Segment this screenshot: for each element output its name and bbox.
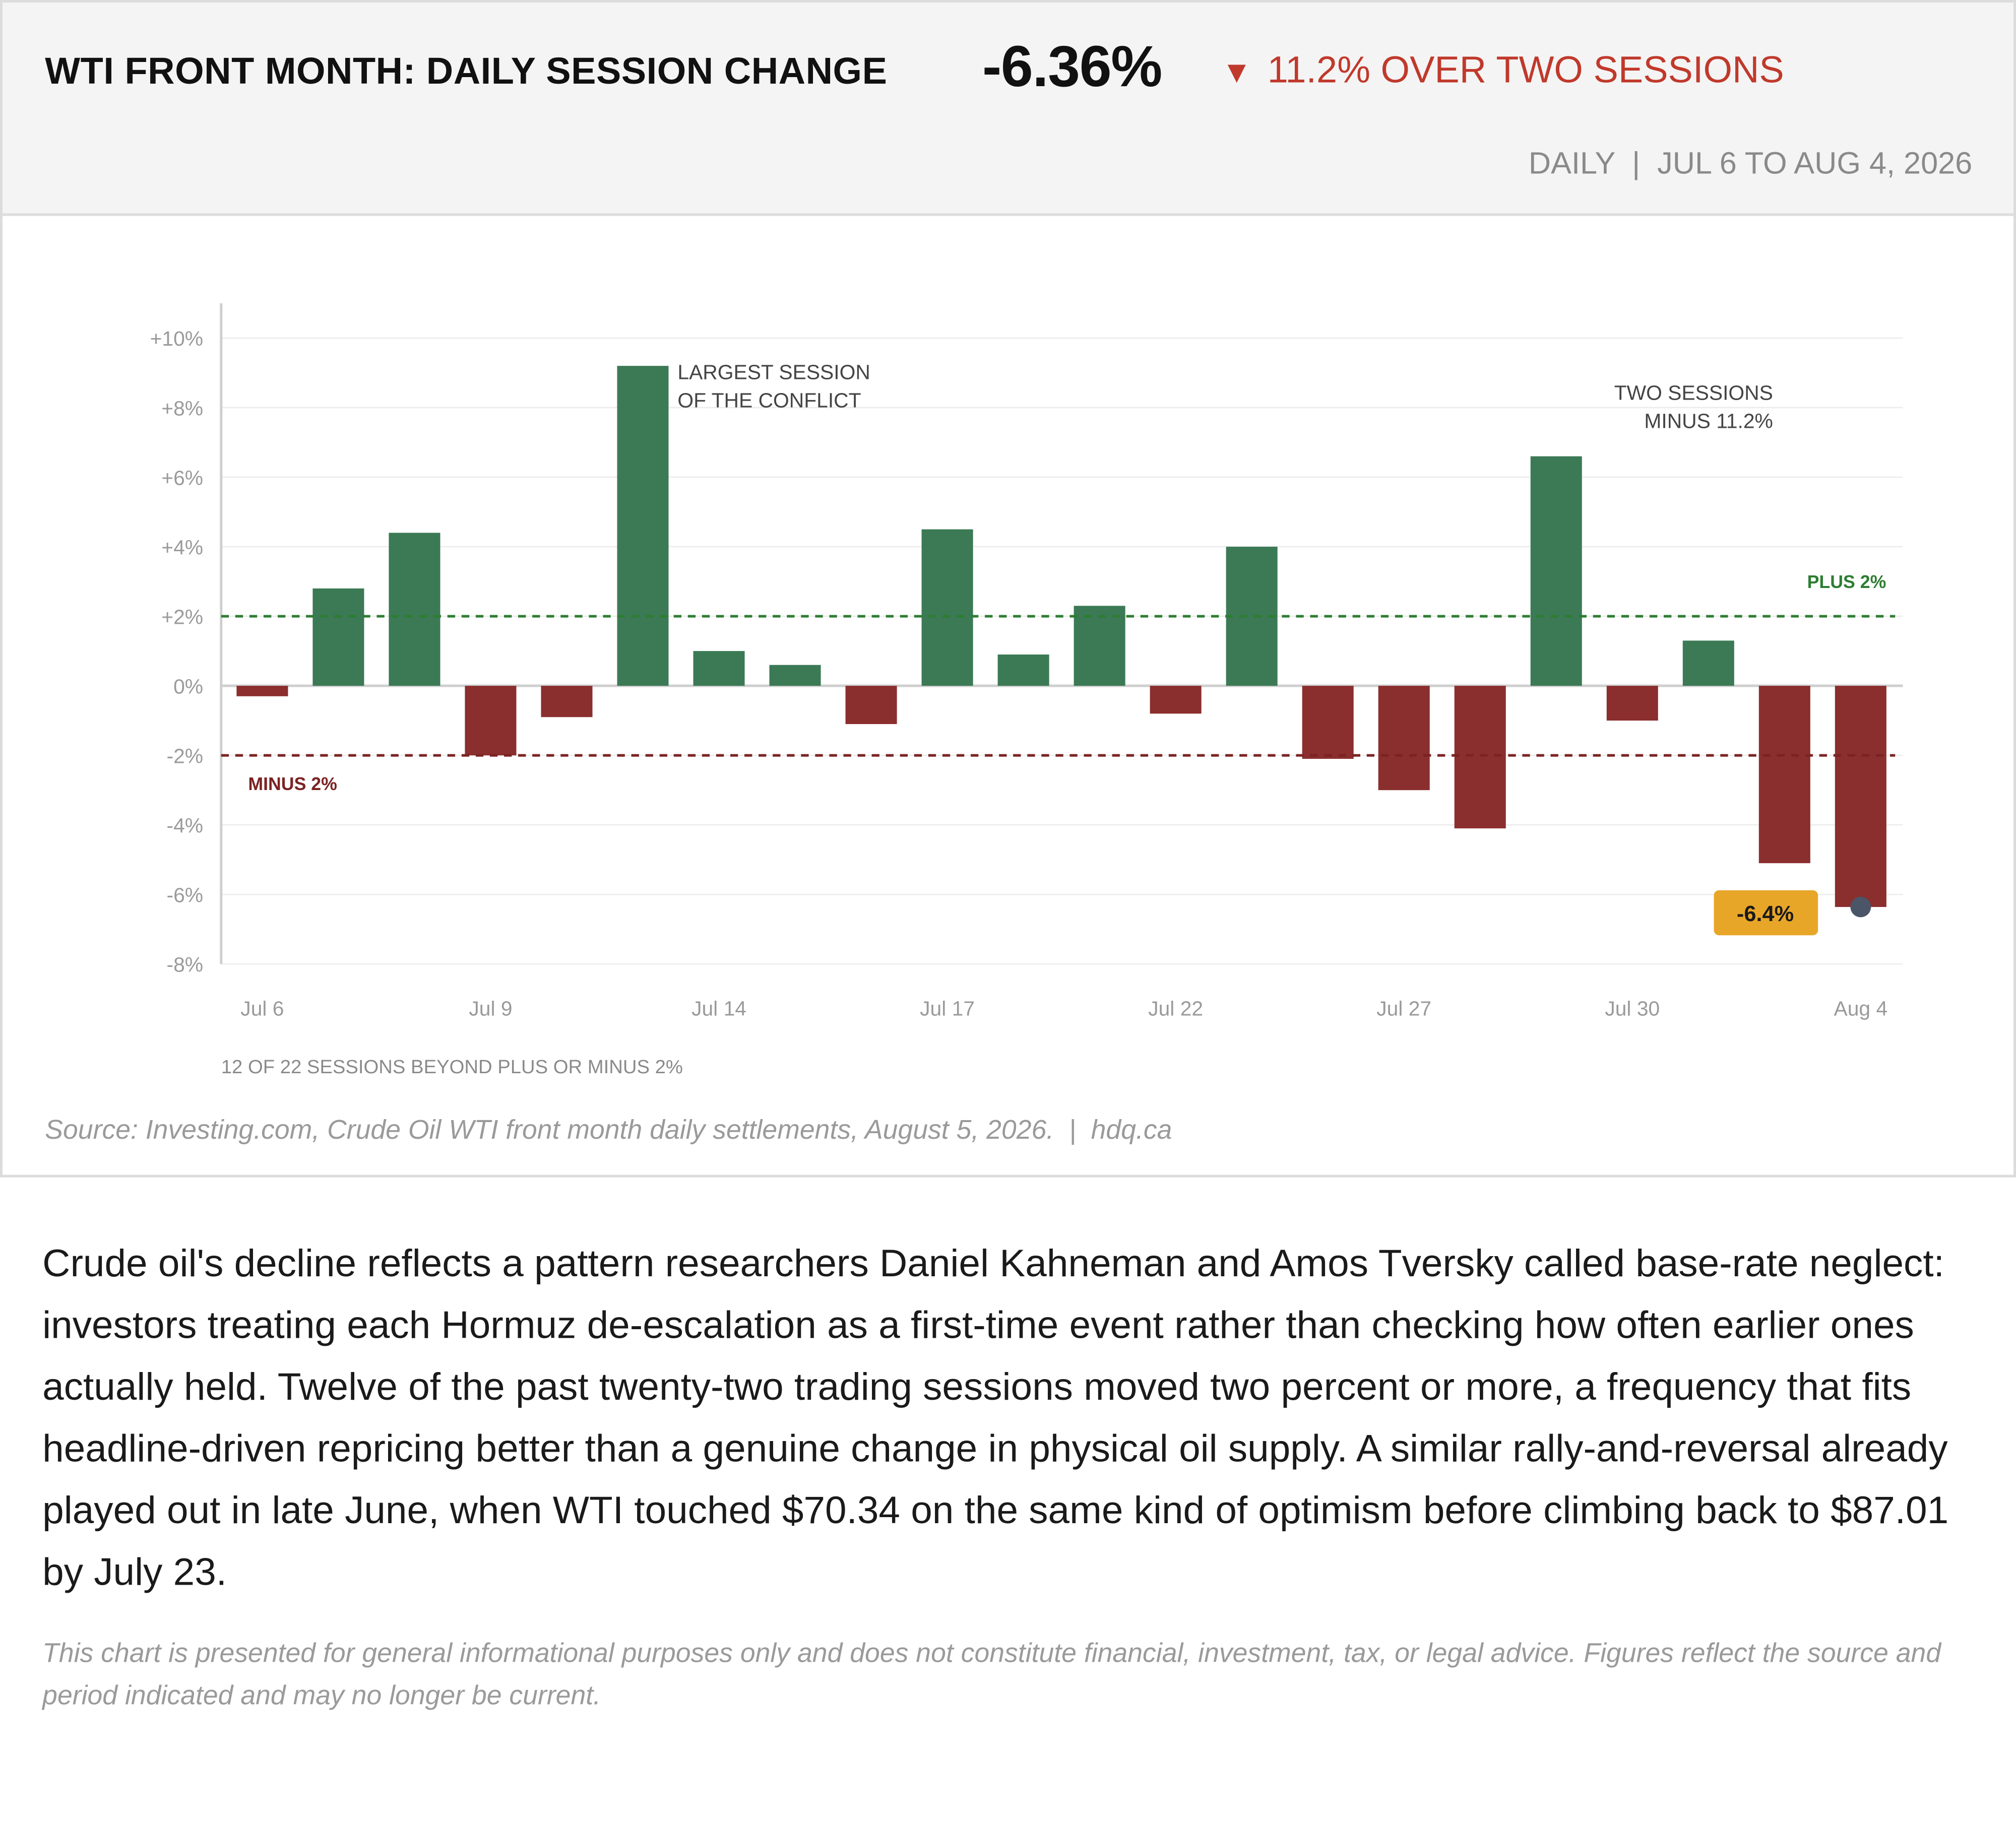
chart-area: +10% +8% +6% +4% +2% 0% -2% -4% -6% -8% PLUS 2% MIN… xyxy=(3,216,2013,1116)
y-tick-label: -8% xyxy=(166,953,203,976)
y-tick-label: -4% xyxy=(166,814,203,837)
x-tick-label: Jul 17 xyxy=(920,997,975,1020)
callout-box xyxy=(1714,890,1818,936)
chart-card: WTI FRONT MONTH: DAILY SESSION CHANGE -6… xyxy=(0,0,2016,1178)
article-paragraph: Crude oil's decline reflects a pattern r… xyxy=(42,1243,1949,1594)
annotation-largest-session: OF THE CONFLICT xyxy=(677,389,861,412)
disclaimer: This chart is presented for general info… xyxy=(42,1639,1941,1711)
bar xyxy=(769,665,821,686)
bar xyxy=(1150,686,1202,714)
two-session-delta: ▼ 11.2% OVER TWO SESSIONS xyxy=(1221,50,1784,92)
last-point-marker xyxy=(1850,896,1871,918)
bar xyxy=(1302,686,1354,759)
bar xyxy=(541,686,593,718)
bar xyxy=(1835,686,1886,907)
bar xyxy=(236,686,288,696)
annotation-largest-session: LARGEST SESSION xyxy=(677,361,870,384)
x-tick-label: Jul 30 xyxy=(1605,997,1660,1020)
y-tick-label: +2% xyxy=(161,605,203,628)
headline-value: -6.36% xyxy=(982,33,1162,99)
annotation-two-sessions: MINUS 11.2% xyxy=(1644,409,1773,432)
bar xyxy=(1606,686,1658,721)
x-tick-label: Jul 9 xyxy=(469,997,512,1020)
x-tick-label: Jul 6 xyxy=(240,997,284,1020)
bar xyxy=(921,529,973,686)
bar xyxy=(312,588,364,686)
bar xyxy=(1074,606,1125,686)
y-tick-label: +4% xyxy=(161,536,203,559)
x-tick-label: Jul 27 xyxy=(1376,997,1431,1020)
y-tick-label: -2% xyxy=(166,744,203,767)
y-tick-label: -6% xyxy=(166,884,203,907)
y-tick-label: 0% xyxy=(173,675,203,698)
y-tick-label: +10% xyxy=(150,327,203,350)
plus-2-label: PLUS 2% xyxy=(1807,572,1886,592)
date-range: DAILY | JUL 6 TO AUG 4, 2026 xyxy=(1528,146,1973,181)
bar xyxy=(465,686,517,756)
bar xyxy=(1758,686,1810,864)
y-tick-label: +8% xyxy=(161,397,203,420)
chart-title: WTI FRONT MONTH: DAILY SESSION CHANGE xyxy=(45,51,888,93)
delta-text: 11.2% OVER TWO SESSIONS xyxy=(1267,50,1784,92)
bar xyxy=(845,686,897,725)
source-note: Source: Investing.com, Crude Oil WTI fro… xyxy=(45,1116,1172,1145)
bar xyxy=(389,533,440,686)
y-tick-label: +6% xyxy=(161,466,203,489)
bar xyxy=(1530,456,1582,686)
callout-value: -6.4% xyxy=(1737,902,1794,926)
bar xyxy=(1378,686,1430,791)
minus-2-label: MINUS 2% xyxy=(248,774,337,794)
annotation-two-sessions: TWO SESSIONS xyxy=(1614,381,1773,404)
chart-header: WTI FRONT MONTH: DAILY SESSION CHANGE -6… xyxy=(3,3,2013,216)
bar xyxy=(997,654,1049,686)
x-tick-label: Jul 22 xyxy=(1148,997,1203,1020)
bar xyxy=(1454,686,1506,829)
bar-chart: +10% +8% +6% +4% +2% 0% -2% -4% -6% -8% PLUS 2% MIN… xyxy=(150,303,1903,1078)
chart-footnote: 12 OF 22 SESSIONS BEYOND PLUS OR MINUS 2… xyxy=(221,1056,683,1078)
down-triangle-icon: ▼ xyxy=(1221,55,1252,90)
bar xyxy=(617,366,669,686)
x-tick-label: Jul 14 xyxy=(691,997,746,1020)
bar xyxy=(1682,640,1734,686)
x-tick-label: Aug 4 xyxy=(1834,997,1888,1020)
bar xyxy=(693,651,745,686)
